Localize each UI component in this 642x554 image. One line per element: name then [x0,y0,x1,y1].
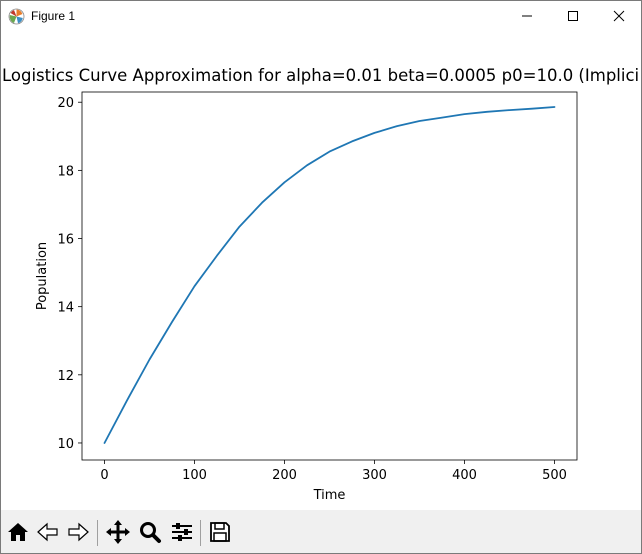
y-tick-label: 16 [57,233,74,248]
zoom-button[interactable] [136,518,164,546]
chart: Logistics Curve Approximation for alpha=… [2,66,639,503]
home-button[interactable] [4,518,32,546]
matplotlib-logo-icon [8,8,25,25]
x-tick-label: 500 [542,468,567,483]
close-button[interactable] [596,1,641,31]
y-axis: 10 12 14 16 18 20 [57,96,82,452]
zoom-magnifier-icon [140,522,161,543]
y-tick-label: 18 [57,164,74,179]
save-floppy-icon [210,522,230,542]
minimize-icon [522,15,532,17]
forward-arrow-icon [68,522,89,542]
home-icon [8,523,28,541]
toolbar-separator [200,520,201,546]
toolbar-separator [97,520,98,546]
save-button[interactable] [206,518,234,546]
y-tick-label: 12 [57,369,74,384]
minimize-button[interactable] [504,1,550,31]
series-line [103,106,556,444]
pan-move-icon [106,520,130,544]
configure-subplots-button[interactable] [168,518,196,546]
back-arrow-icon [37,522,58,542]
back-button[interactable] [34,518,62,546]
window-title: Figure 1 [31,9,76,23]
pan-button[interactable] [104,518,132,546]
maximize-button[interactable] [550,1,596,31]
chart-title: Logistics Curve Approximation for alpha=… [2,66,639,85]
y-tick-label: 14 [57,301,74,316]
x-tick-label: 0 [100,468,108,483]
navigation-toolbar [1,510,641,553]
y-tick-label: 10 [57,437,74,452]
x-axis: 0 100 200 300 400 500 [100,460,567,483]
x-tick-label: 200 [272,468,297,483]
close-icon [613,10,625,22]
maximize-icon [568,11,578,21]
x-tick-label: 400 [452,468,477,483]
plot-area [81,91,578,461]
forward-button[interactable] [64,518,92,546]
x-axis-label: Time [313,488,346,503]
x-tick-label: 100 [182,468,207,483]
x-tick-label: 300 [362,468,387,483]
figure-canvas[interactable]: Logistics Curve Approximation for alpha=… [1,31,641,510]
y-axis-label: Population [35,242,50,310]
title-bar[interactable]: Figure 1 [1,1,641,31]
y-tick-label: 20 [57,96,74,111]
configure-subplots-icon [172,523,192,541]
